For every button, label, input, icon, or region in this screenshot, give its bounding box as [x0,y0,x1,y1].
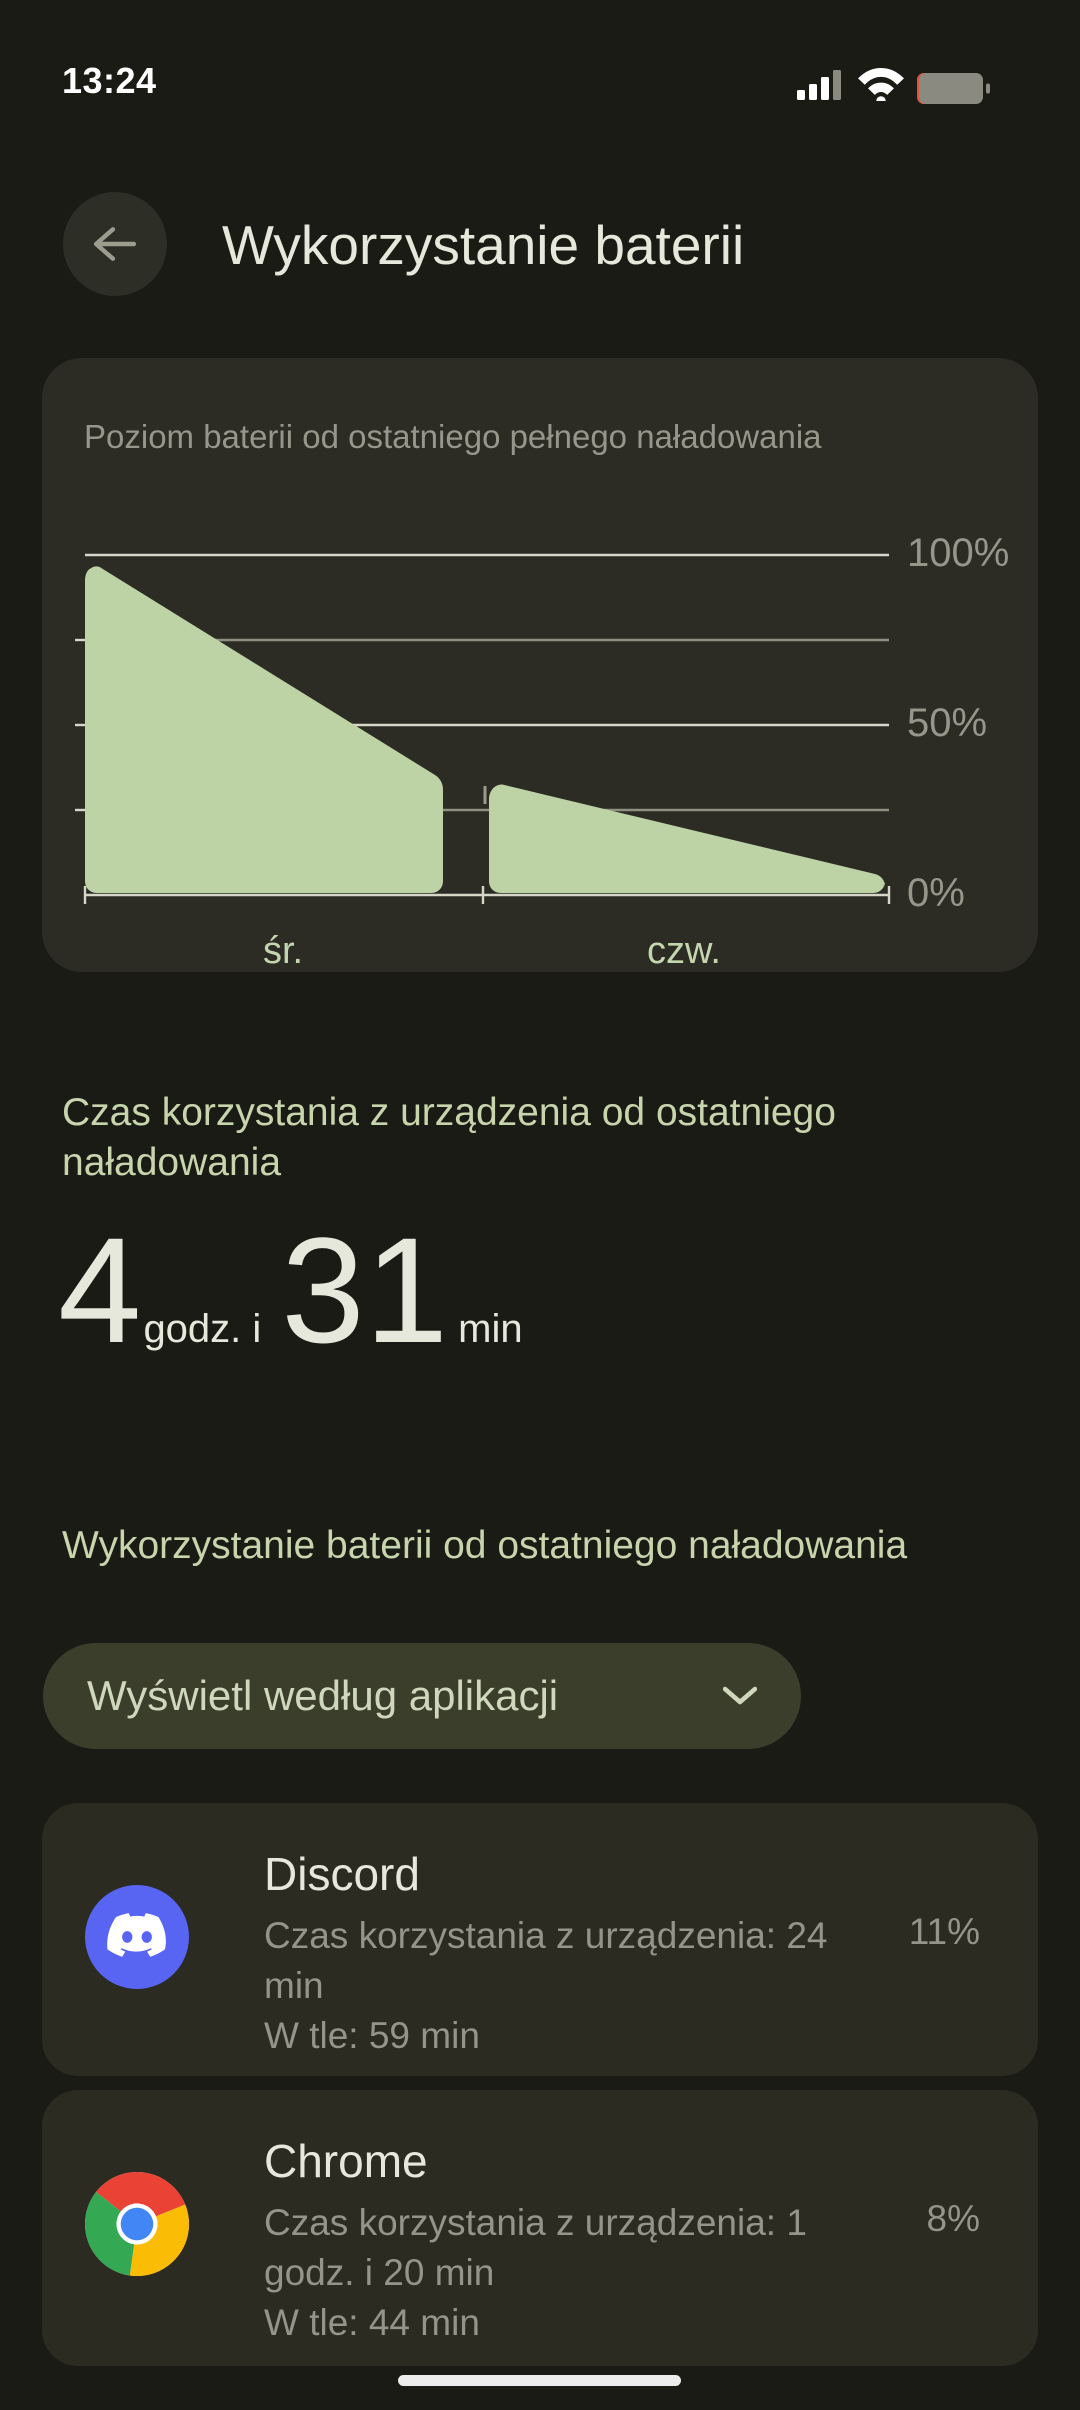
svg-text:czw.: czw. [647,930,721,972]
svg-text:śr.: śr. [263,930,303,972]
svg-text:100%: 100% [907,531,1009,575]
svg-text:50%: 50% [907,701,987,745]
svg-text:0%: 0% [907,871,965,915]
